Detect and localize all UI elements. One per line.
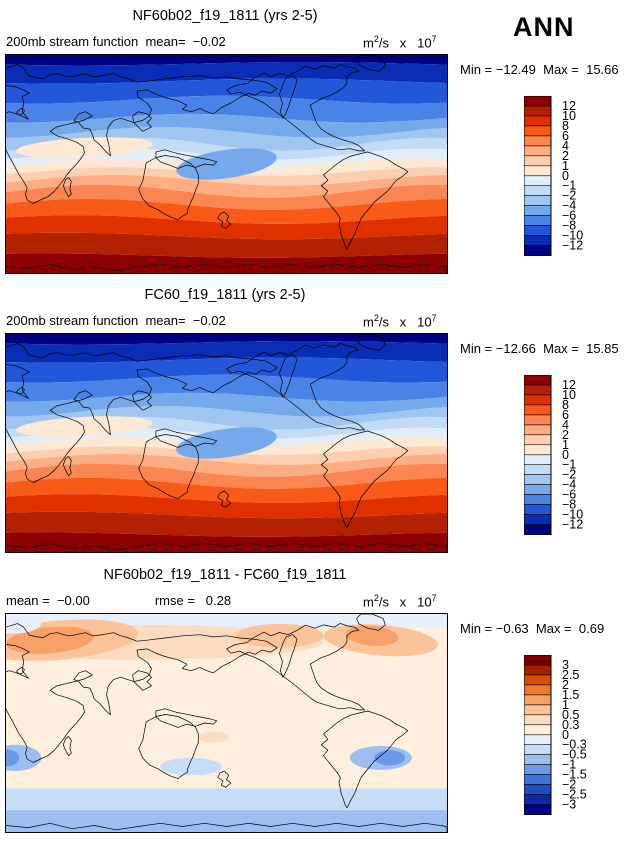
svg-text:−3: −3 [562,798,576,812]
svg-text:−12: −12 [562,239,583,253]
svg-text:−12: −12 [562,518,583,532]
